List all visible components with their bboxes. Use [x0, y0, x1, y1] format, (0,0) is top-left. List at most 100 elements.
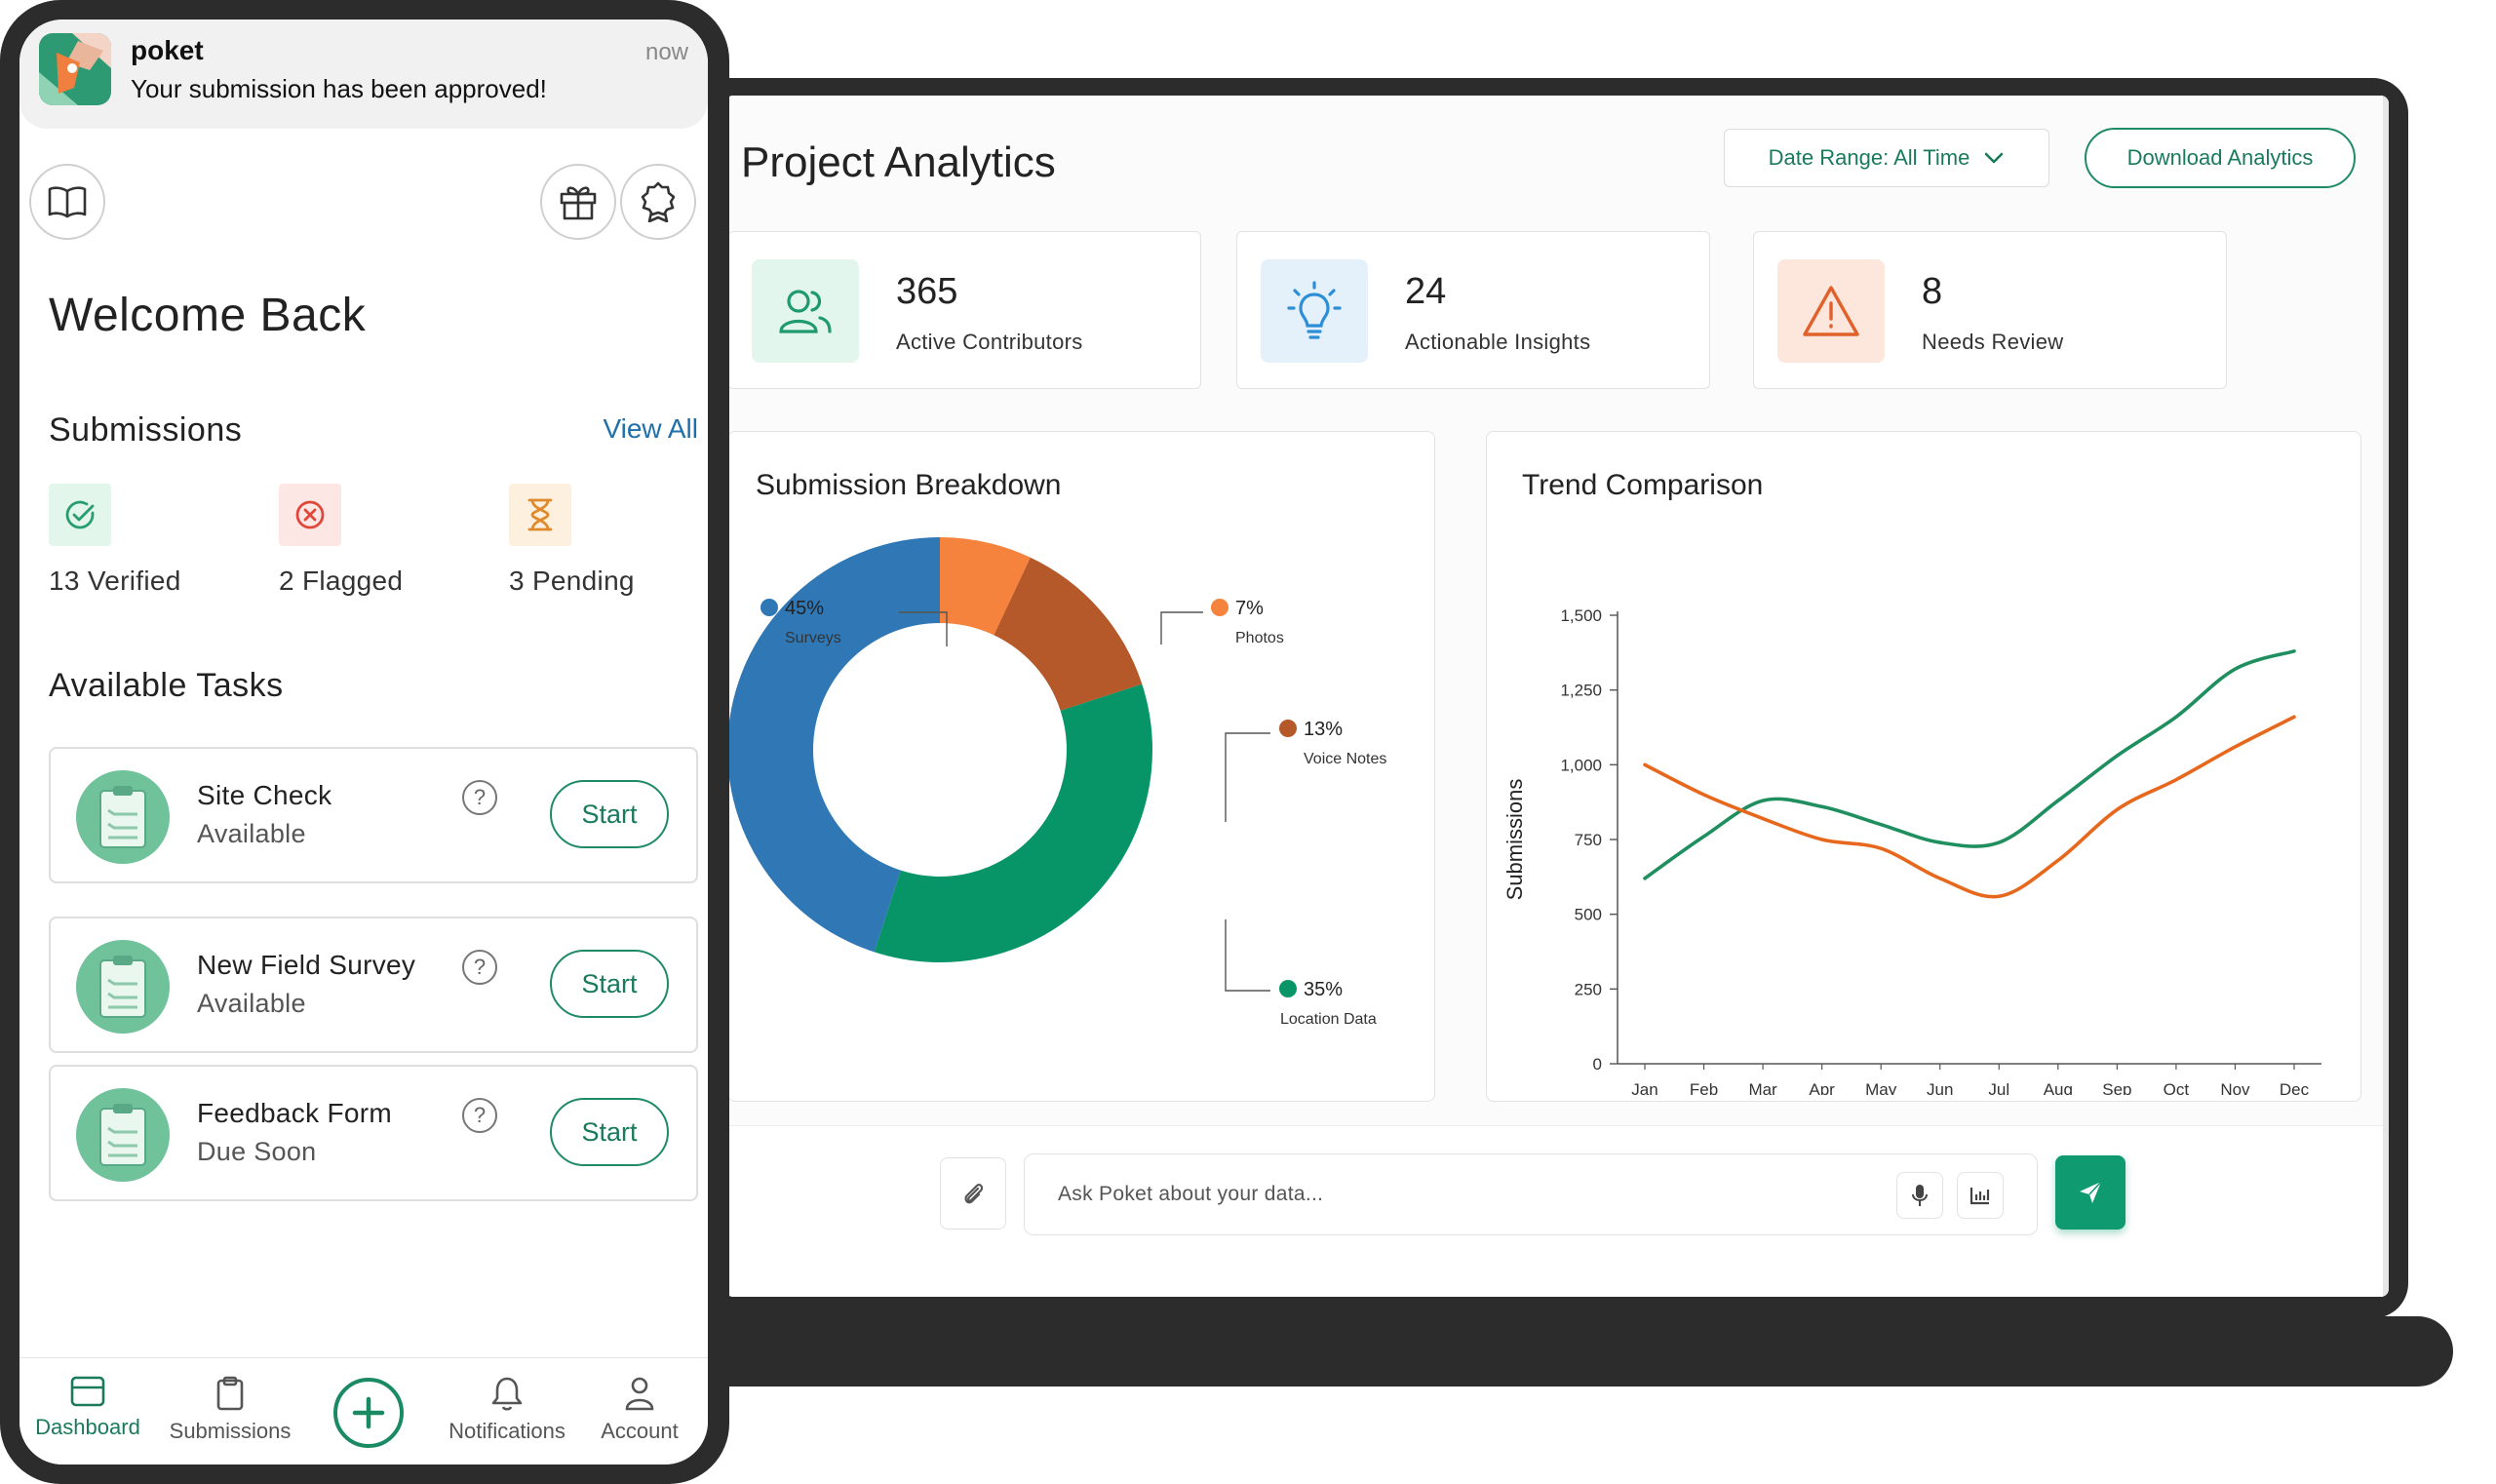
slice-percent: 13%: [1304, 719, 1343, 740]
y-tick-label: 750: [1575, 831, 1602, 849]
chat-placeholder: Ask Poket about your data...: [1058, 1183, 1324, 1205]
tab-dashboard[interactable]: Dashboard: [20, 1358, 156, 1464]
task-name: Site Check: [197, 780, 332, 810]
y-axis-label: Submissions: [1502, 779, 1527, 901]
achievements-button[interactable]: [620, 164, 696, 240]
task-name: New Field Survey: [197, 950, 416, 980]
stat-card-contributors: 365 Active Contributors: [727, 231, 1201, 389]
legend-dot: [760, 599, 778, 616]
stat-label: Actionable Insights: [1405, 330, 1591, 354]
start-button[interactable]: Start: [550, 780, 669, 848]
task-status: Due Soon: [197, 1137, 317, 1166]
user-icon: [625, 1377, 654, 1411]
legend-dot: [1211, 599, 1228, 616]
stat-value: 24: [1405, 271, 1447, 312]
microphone-button[interactable]: [1896, 1172, 1943, 1219]
chevron-down-icon: [1985, 152, 2004, 164]
screen-scrollbar[interactable]: [2383, 96, 2389, 1297]
send-icon: [2080, 1181, 2102, 1203]
y-tick-label: 250: [1575, 980, 1602, 998]
donut-slice: [994, 557, 1143, 711]
clipboard-icon: [76, 1088, 170, 1182]
poket-logo-icon: [39, 33, 111, 105]
task-card[interactable]: New Field Survey Available ? Start: [49, 917, 698, 1053]
clipboard-icon: [76, 770, 170, 864]
x-tick-label: Nov: [2220, 1080, 2250, 1095]
task-name: Feedback Form: [197, 1098, 392, 1128]
help-icon[interactable]: ?: [462, 1098, 497, 1133]
bar-chart-icon: [1970, 1188, 1990, 1205]
tab-label: Account: [601, 1419, 679, 1443]
task-card[interactable]: Site Check Available ? Start: [49, 747, 698, 883]
chat-bar: Ask Poket about your data...: [725, 1125, 2383, 1297]
check-circle-icon: [49, 484, 111, 546]
donut-slice: [728, 537, 940, 953]
slice-percent: 7%: [1235, 598, 1264, 619]
paperclip-icon: [964, 1184, 984, 1204]
page-title: Project Analytics: [741, 138, 1056, 186]
callout-line: [1160, 611, 1203, 644]
tab-label: Submissions: [169, 1419, 292, 1443]
chat-input[interactable]: Ask Poket about your data...: [1024, 1153, 2038, 1235]
date-range-label: Date Range: All Time: [1768, 145, 1970, 170]
stat-card-insights: 24 Actionable Insights: [1236, 231, 1710, 389]
notification-message: Your submission has been approved!: [131, 74, 547, 103]
chart-title: Submission Breakdown: [756, 469, 1062, 501]
book-icon: [48, 186, 87, 218]
users-icon: [752, 259, 859, 363]
stat-value: 8: [1922, 271, 1943, 312]
push-notification[interactable]: poket now Your submission has been appro…: [20, 20, 708, 129]
task-status: Available: [197, 819, 306, 848]
tab-label: Dashboard: [35, 1415, 140, 1439]
slice-label: Voice Notes: [1304, 751, 1386, 767]
help-icon[interactable]: ?: [462, 780, 497, 815]
dashboard-icon: [70, 1376, 105, 1407]
line-chart: 0 250 500 750 1,000 1,250 1,500 Jan Feb Mar Apr May…: [1502, 606, 2321, 1095]
add-submission-button[interactable]: [333, 1378, 404, 1448]
y-tick-label: 1,000: [1560, 756, 1602, 774]
y-tick-label: 500: [1575, 906, 1602, 924]
award-icon: [641, 181, 676, 222]
chart-title: Trend Comparison: [1522, 469, 1764, 501]
flagged-count: 2 Flagged: [279, 566, 404, 596]
callout-line: [1225, 919, 1270, 992]
x-tick-label: Apr: [1809, 1080, 1835, 1095]
help-icon[interactable]: ?: [462, 950, 497, 985]
tab-notifications[interactable]: Notifications: [439, 1358, 575, 1464]
stat-label: Active Contributors: [896, 330, 1083, 354]
send-button[interactable]: [2055, 1155, 2126, 1230]
start-button[interactable]: Start: [550, 950, 669, 1018]
start-button[interactable]: Start: [550, 1098, 669, 1166]
tab-submissions[interactable]: Submissions: [162, 1358, 298, 1464]
submissions-heading: Submissions: [49, 411, 243, 449]
available-tasks-heading: Available Tasks: [49, 667, 284, 704]
slice-percent: 35%: [1304, 979, 1343, 1000]
task-card[interactable]: Feedback Form Due Soon ? Start: [49, 1065, 698, 1201]
submission-breakdown-card: Submission Breakdown 45% Surveys 7% Photos 1…: [727, 431, 1435, 1102]
download-analytics-button[interactable]: Download Analytics: [2085, 128, 2356, 188]
guide-button[interactable]: [29, 164, 105, 240]
date-range-dropdown[interactable]: Date Range: All Time: [1724, 129, 2049, 187]
notification-time: now: [644, 39, 688, 65]
trend-comparison-card: Trend Comparison 0 250 500 750 1,000 1,250 1,5…: [1486, 431, 2361, 1102]
x-tick-label: Aug: [2044, 1080, 2073, 1095]
clipboard-icon: [76, 940, 170, 1034]
slice-label: Photos: [1235, 630, 1284, 646]
legend-dot: [1279, 720, 1297, 737]
stat-label: Needs Review: [1922, 330, 2064, 354]
stat-card-review: 8 Needs Review: [1753, 231, 2227, 389]
view-all-link[interactable]: View All: [603, 413, 698, 444]
slice-label: Location Data: [1280, 1011, 1377, 1028]
x-tick-label: Sep: [2102, 1080, 2131, 1095]
tab-label: Notifications: [448, 1419, 566, 1443]
chart-insert-button[interactable]: [1957, 1172, 2004, 1219]
legend-dot: [1279, 980, 1297, 997]
x-tick-label: Feb: [1690, 1080, 1718, 1095]
tab-account[interactable]: Account: [571, 1358, 708, 1464]
plus-icon: [352, 1396, 385, 1429]
attach-button[interactable]: [940, 1157, 1006, 1230]
y-tick-label: 0: [1593, 1055, 1602, 1074]
rewards-button[interactable]: [540, 164, 616, 240]
laptop-screen: Project Analytics Date Range: All Time D…: [725, 96, 2389, 1297]
x-tick-label: May: [1865, 1080, 1897, 1095]
